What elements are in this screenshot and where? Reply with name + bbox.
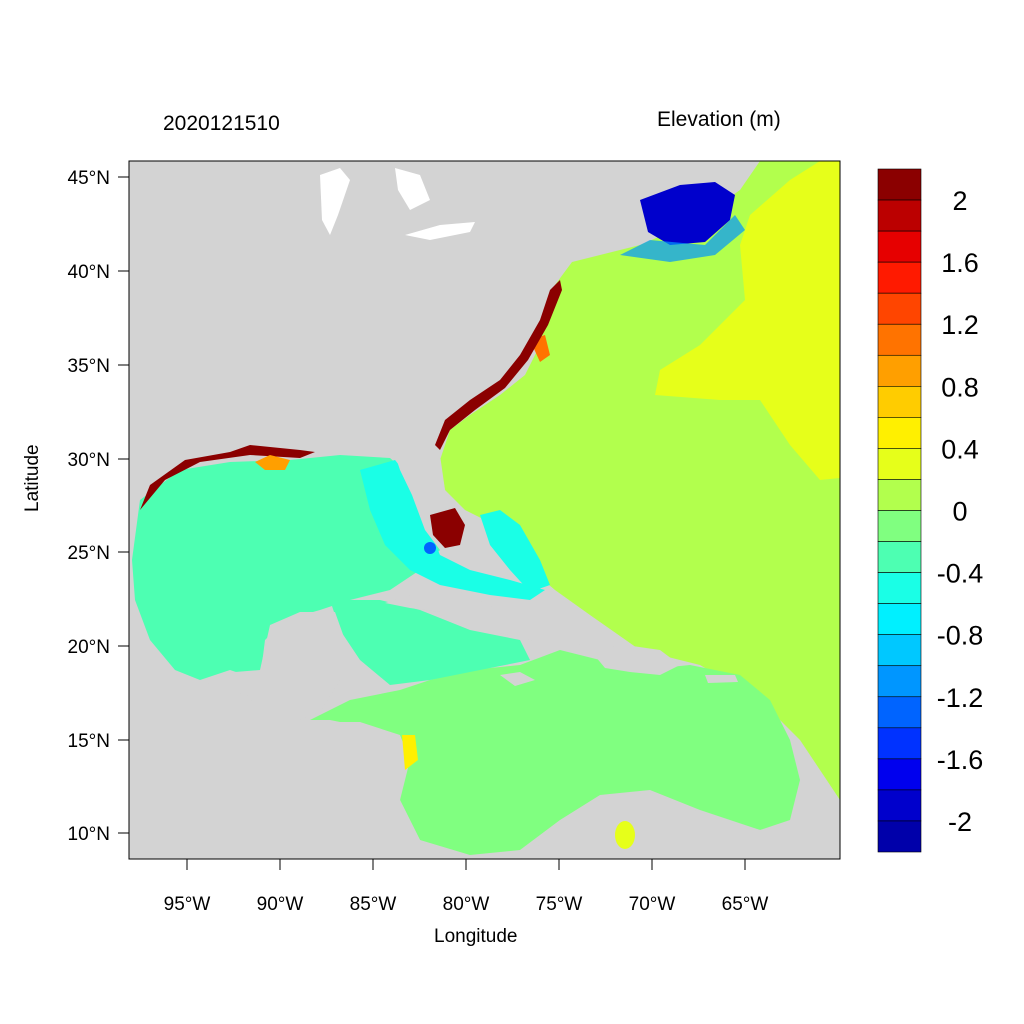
colorbar-label: 1.6 (941, 248, 979, 278)
mississippi-delta-surge (255, 455, 290, 470)
colorbar-label: 0.4 (941, 434, 979, 464)
yucatan-channel (330, 600, 530, 685)
florida-straits (360, 460, 545, 600)
colorbar-swatch (877, 758, 922, 791)
gulf-coast-surge (140, 445, 315, 510)
x-tick-label: 90°W (257, 894, 304, 915)
y-tick-label: 20°N (68, 637, 110, 658)
y-tick-label: 45°N (68, 168, 110, 189)
lake-huron (395, 168, 430, 210)
y-tick-label: 40°N (68, 262, 110, 283)
lake-maracaibo (615, 821, 635, 849)
puerto-rico (705, 675, 738, 683)
colorbar-label: -1.6 (937, 745, 984, 775)
colorbar: 2 1.6 1.2 0.8 0.4 0 -0.4 -0.8 -1.2 -1.6 -2 (877, 168, 984, 853)
colorbar-swatch (877, 417, 922, 449)
gulf-of-maine-gradient (620, 215, 745, 262)
florida-bay-low (424, 542, 436, 554)
great-lakes (320, 168, 350, 235)
caribbean-sea (310, 650, 800, 855)
timestamp-title: 2020121510 (163, 112, 280, 135)
y-tick-label: 35°N (68, 356, 110, 377)
x-tick-label: 80°W (443, 894, 490, 915)
colorbar-swatch (877, 634, 922, 667)
colorbar-swatch (877, 261, 922, 294)
lake-erie (405, 222, 475, 240)
colorbar-swatch (877, 230, 922, 263)
y-tick-label: 10°N (68, 824, 110, 845)
cuba (385, 592, 580, 645)
y-tick-label: 30°N (68, 450, 110, 471)
south-florida-surge (430, 508, 465, 548)
colorbar-swatch (877, 820, 922, 853)
x-tick-label: 95°W (164, 894, 211, 915)
jamaica (500, 672, 535, 686)
hispaniola (590, 645, 680, 675)
colorbar-swatch (877, 386, 922, 418)
colorbar-swatch (877, 665, 922, 698)
y-axis-ticks: 45°N 40°N 35°N 30°N 25°N 20°N 15°N 10°N (68, 168, 129, 845)
colorbar-swatch (877, 541, 922, 573)
gulf-of-maine-low (640, 182, 735, 245)
gulf-of-mexico (132, 455, 440, 680)
colorbar-swatch (877, 727, 922, 760)
x-axis-ticks: 95°W 90°W 85°W 80°W 75°W 70°W 65°W (164, 859, 769, 915)
south-america (520, 792, 840, 859)
x-tick-label: 65°W (722, 894, 769, 915)
colorbar-swatch (877, 789, 922, 822)
colorbar-swatch (877, 323, 922, 356)
colorbar-swatch (877, 510, 922, 542)
colorbar-label: 0.8 (941, 372, 979, 402)
central-america-surge (402, 735, 418, 770)
colorbar-label: -2 (948, 807, 972, 837)
colorbar-swatch (877, 572, 922, 604)
colorbar-swatch (877, 696, 922, 729)
x-axis-label: Longitude (434, 926, 518, 947)
central-america (129, 688, 450, 859)
map-panel (129, 161, 840, 859)
colorbar-label: -0.4 (937, 559, 984, 589)
colorbar-swatch (877, 479, 922, 511)
bahamas (480, 510, 550, 592)
colorbar-swatch (877, 354, 922, 387)
colorbar-label: -1.2 (937, 683, 984, 713)
map-frame (128, 160, 841, 860)
colorbar-swatch (877, 199, 922, 232)
x-tick-label: 85°W (350, 894, 397, 915)
colorbar-label: -0.8 (937, 621, 984, 651)
x-tick-label: 70°W (629, 894, 676, 915)
colorbar-label: 2 (952, 186, 967, 216)
colorbar-swatch (877, 448, 922, 480)
variable-title: Elevation (m) (657, 108, 781, 131)
yucatan-peninsula (205, 612, 345, 720)
colorbar-label: 0 (952, 497, 967, 527)
colorbar-swatch (877, 292, 922, 325)
x-tick-label: 75°W (536, 894, 583, 915)
y-tick-label: 15°N (68, 731, 110, 752)
colorbar-swatch (877, 168, 922, 201)
atlantic-high-patch (655, 161, 840, 480)
east-coast-surge-band (435, 280, 562, 450)
y-tick-label: 25°N (68, 543, 110, 564)
colorbar-swatch (877, 603, 922, 635)
colorbar-label: 1.2 (941, 310, 979, 340)
